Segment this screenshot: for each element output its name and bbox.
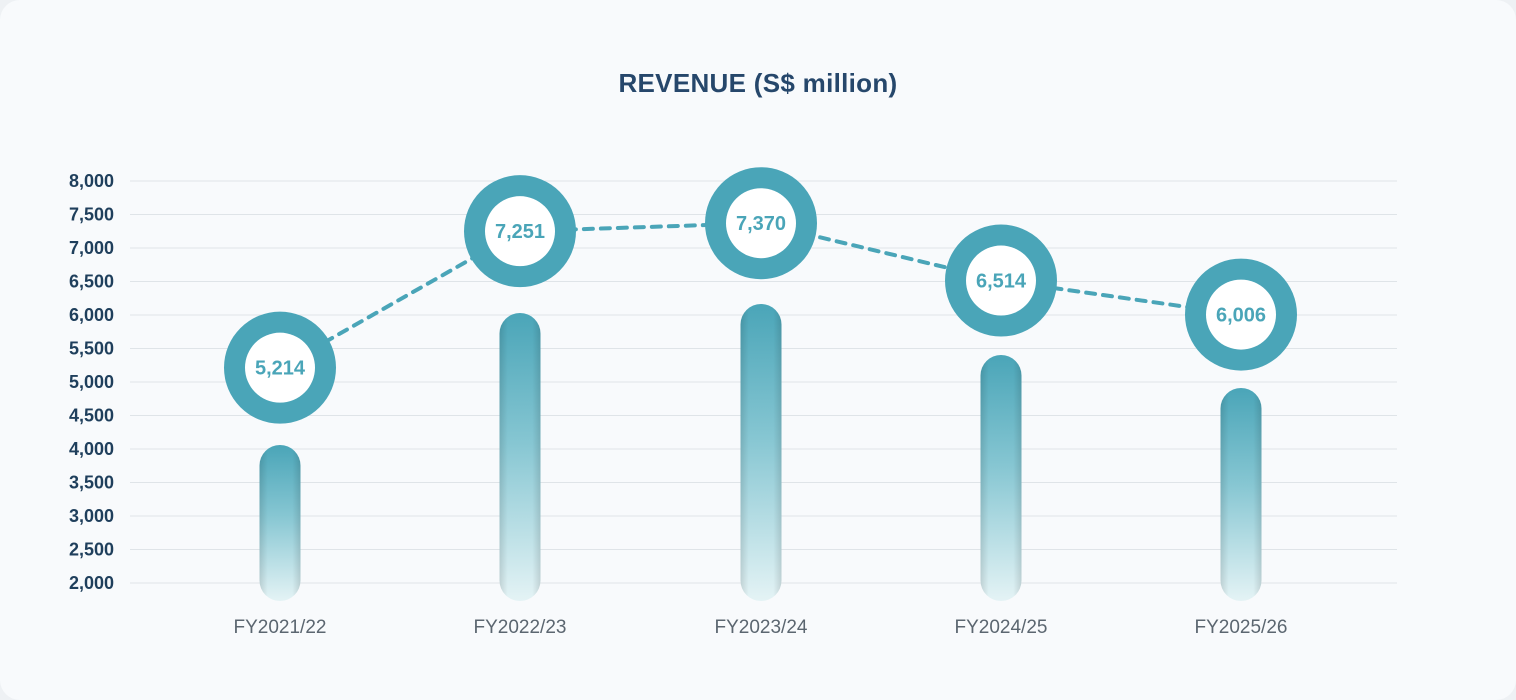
chart-title: REVENUE (S$ million) [618,68,898,98]
y-tick-label: 4,000 [69,439,114,459]
y-tick-label: 6,500 [69,272,114,292]
y-tick-label: 8,000 [69,171,114,191]
data-label: 7,251 [495,221,545,243]
y-tick-label: 5,000 [69,372,114,392]
marker-center [245,332,315,403]
x-tick-label: FY2024/25 [955,617,1048,638]
y-tick-label: 7,000 [69,238,114,258]
y-tick-label: 7,500 [69,205,114,225]
bar-shade [1220,388,1262,601]
data-label: 7,370 [736,213,786,235]
marker-center [726,188,796,259]
data-label: 6,514 [976,271,1027,293]
y-tick-label: 5,500 [69,339,114,359]
value-marker: 7,370 [705,167,817,280]
value-marker: 7,251 [464,175,576,288]
y-tick-label: 3,000 [69,506,114,526]
y-tick-label: 6,000 [69,305,114,325]
value-marker: 6,006 [1185,258,1297,371]
x-tick-label: FY2023/24 [715,617,808,638]
bar [499,313,541,601]
value-marker: 5,214 [224,311,336,424]
data-label: 5,214 [255,358,306,380]
marker-center [966,245,1036,316]
bar [1220,388,1262,601]
bar [259,445,301,601]
y-tick-label: 2,500 [69,540,114,560]
x-tick-label: FY2025/26 [1195,617,1288,638]
bar-shade [740,304,782,601]
data-label: 6,006 [1216,305,1266,327]
x-tick-label: FY2022/23 [474,617,567,638]
bar-shade [499,313,541,601]
y-tick-label: 2,000 [69,573,114,593]
bar [740,304,782,601]
value-marker: 6,514 [945,224,1057,337]
marker-center [1206,279,1276,350]
bar-shade [259,445,301,601]
bar-shade [980,355,1022,601]
y-tick-label: 3,500 [69,473,114,493]
marker-center [485,196,555,267]
y-tick-label: 4,500 [69,406,114,426]
bar [980,355,1022,601]
x-tick-label: FY2021/22 [234,617,327,638]
